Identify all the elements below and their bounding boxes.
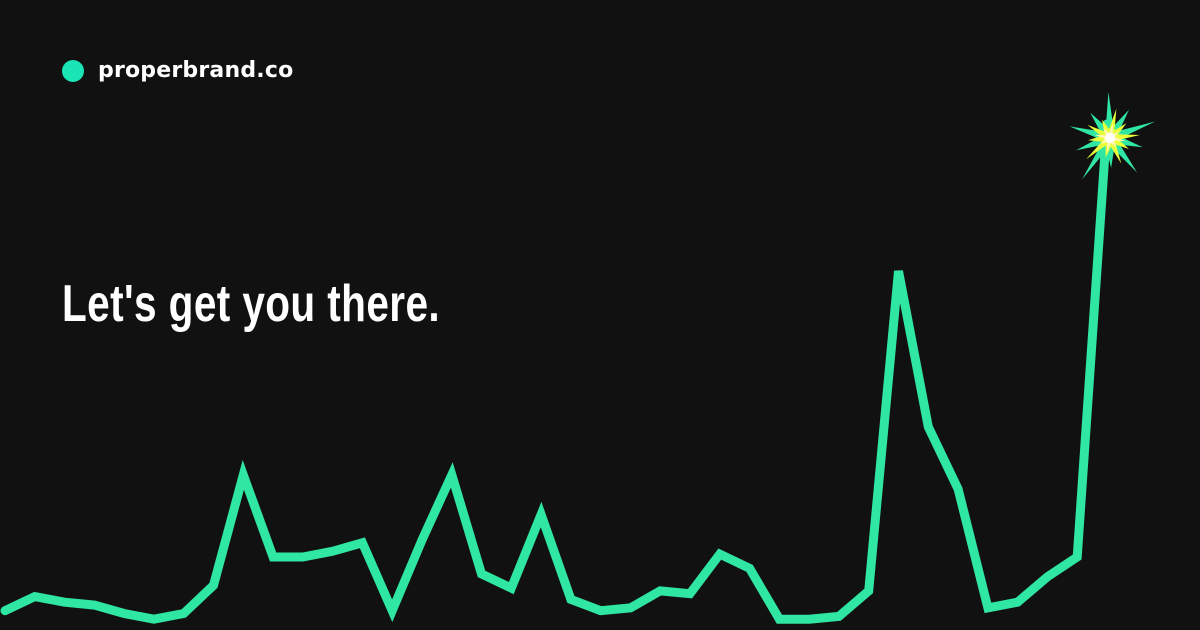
sparkle-center [1105, 132, 1115, 143]
brand-name[interactable]: properbrand.co [98, 58, 294, 83]
headline: Let's get you there. [62, 275, 441, 333]
brand-dot-icon [62, 59, 84, 82]
brand[interactable]: properbrand.co [62, 58, 293, 83]
sparkle-icon [1069, 92, 1156, 180]
growth-line [0, 119, 1112, 624]
